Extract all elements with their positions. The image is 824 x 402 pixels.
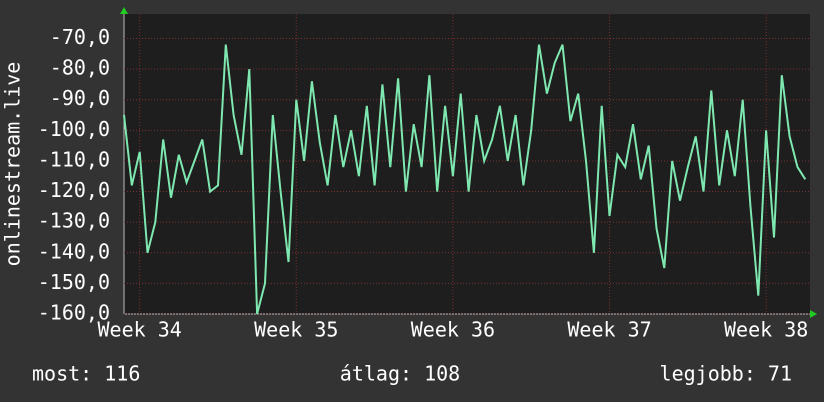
y-tick-label: -130,0 (38, 209, 110, 233)
y-tick-label: -120,0 (38, 178, 110, 202)
x-tick-label: Week 34 (98, 318, 182, 342)
stat-best: legjobb: 71 (660, 362, 792, 386)
stat-average: átlag: 108 (340, 362, 460, 386)
x-tick-label: Week 37 (567, 318, 651, 342)
y-tick-label: -110,0 (38, 147, 110, 171)
x-tick-label: Week 35 (254, 318, 338, 342)
x-arrow (810, 310, 817, 318)
y-tick-label: -80,0 (50, 56, 110, 80)
y-tick-label: -100,0 (38, 117, 110, 141)
data-line (123, 44, 807, 315)
y-tick-label: -140,0 (38, 239, 110, 263)
y-tick-label: -160,0 (38, 301, 110, 325)
y-tick-label: -90,0 (50, 86, 110, 110)
y-tick-label: -70,0 (50, 25, 110, 49)
y-arrow (120, 7, 128, 14)
stat-current: most: 116 (32, 362, 140, 386)
y-axis-label: onlinestream.live (1, 62, 25, 267)
x-tick-label: Week 36 (411, 318, 495, 342)
y-tick-label: -150,0 (38, 270, 110, 294)
x-tick-label: Week 38 (724, 318, 808, 342)
